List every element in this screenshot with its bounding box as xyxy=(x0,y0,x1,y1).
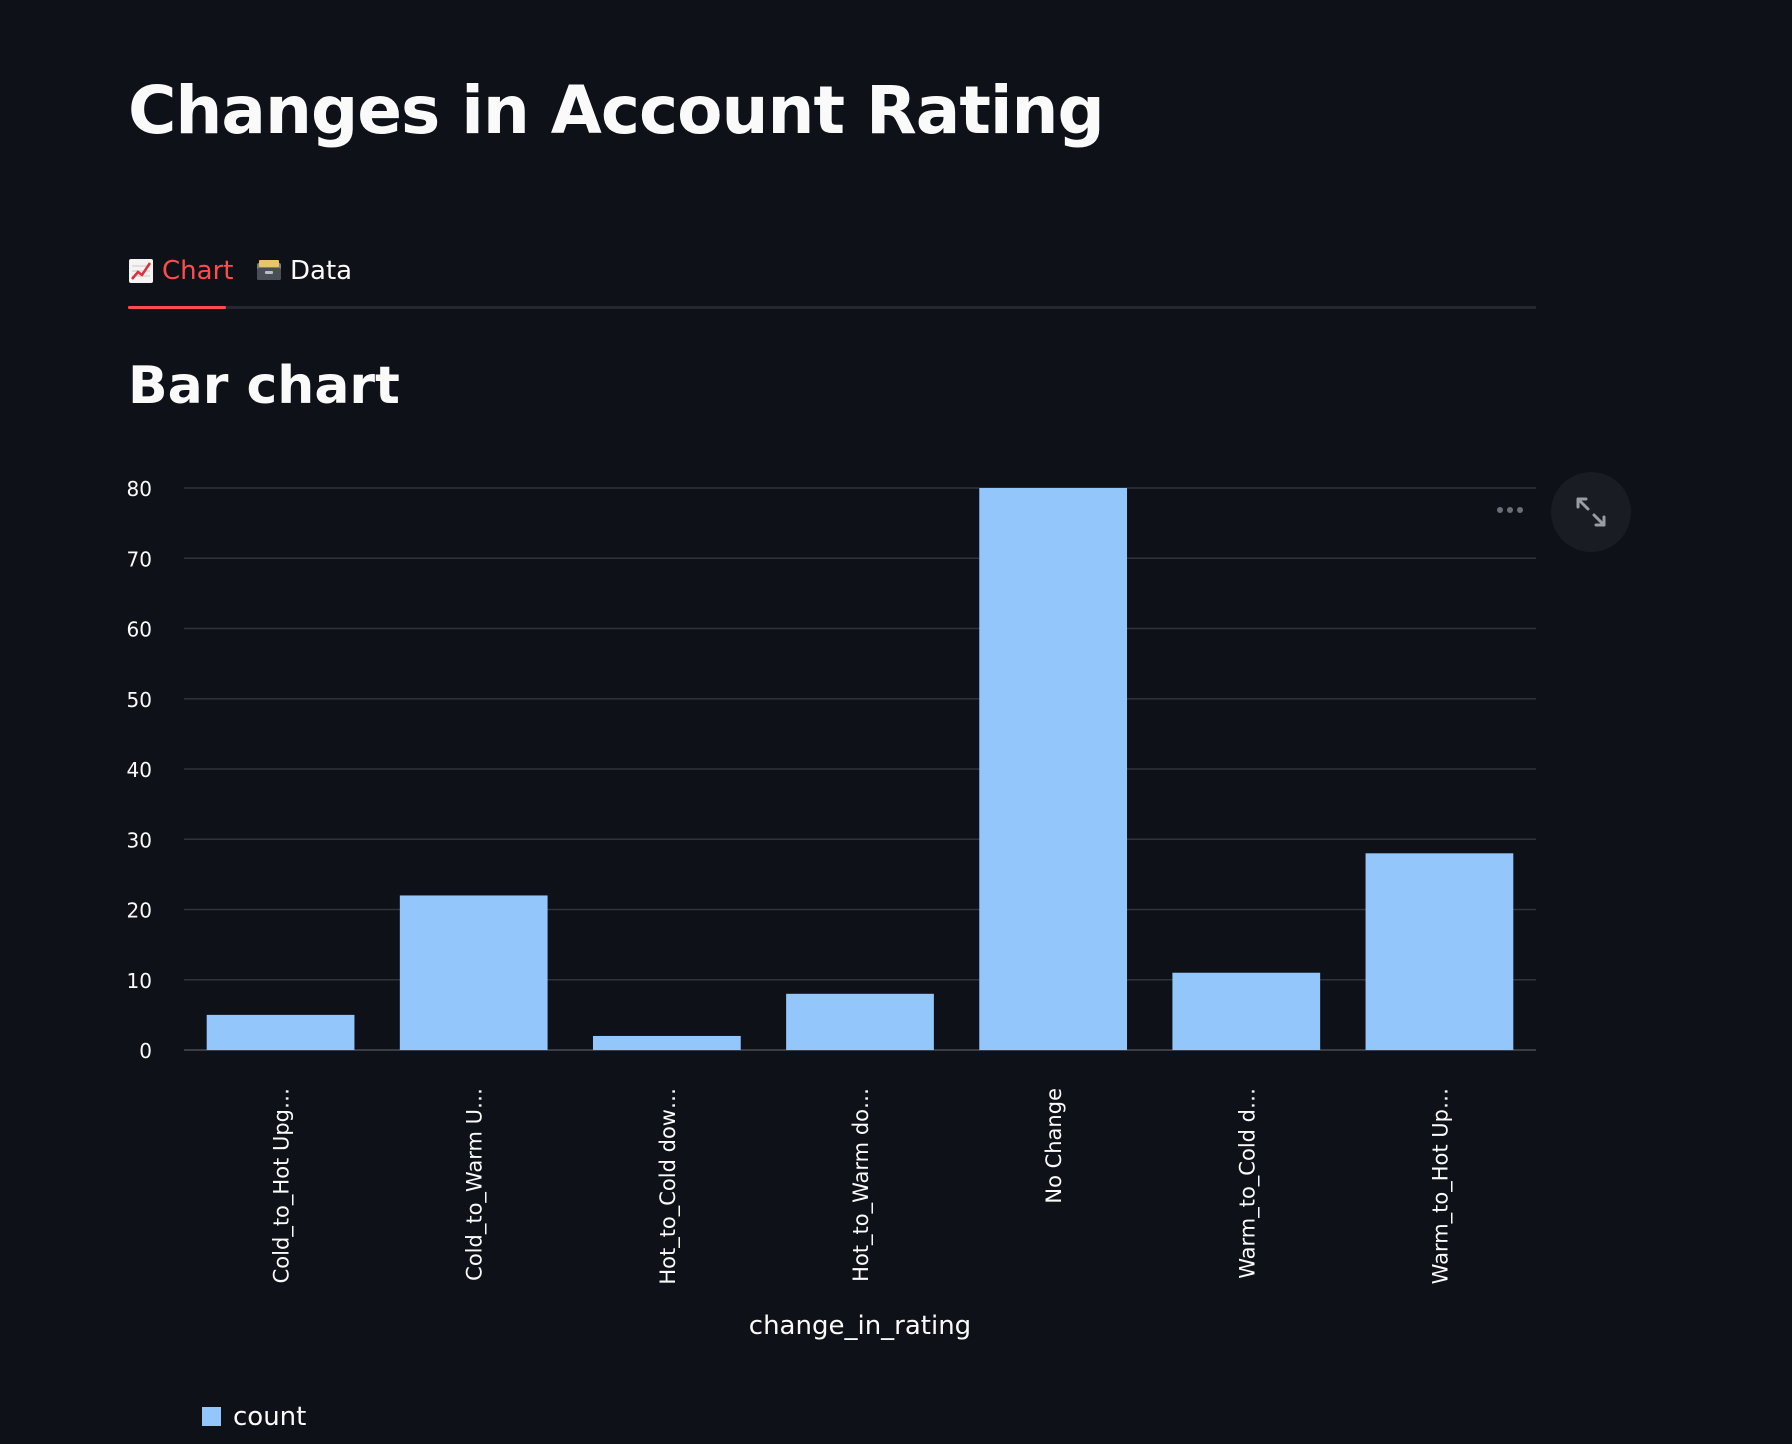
more-dot xyxy=(1517,507,1523,513)
fullscreen-button[interactable] xyxy=(1551,472,1631,552)
tab-chart-label: Chart xyxy=(162,256,234,286)
more-dot xyxy=(1507,507,1513,513)
y-tick-label: 0 xyxy=(139,1039,152,1063)
bar xyxy=(206,1014,355,1050)
chart-increasing-icon xyxy=(128,258,154,284)
tab-data[interactable]: Data xyxy=(256,236,352,306)
x-tick-label: Cold_to_Hot Upg… xyxy=(270,1088,295,1283)
more-horizontal-icon xyxy=(1497,507,1503,513)
x-axis-title: change_in_rating xyxy=(749,1311,971,1341)
x-tick-label: Warm_to_Cold d… xyxy=(1235,1088,1260,1279)
section-title: Bar chart xyxy=(128,356,400,416)
x-tick-label: Warm_to_Hot Up… xyxy=(1428,1088,1453,1284)
y-tick-label: 30 xyxy=(127,828,152,852)
bar xyxy=(979,488,1128,1050)
card-file-box-icon xyxy=(256,258,282,284)
y-tick-label: 70 xyxy=(127,547,152,571)
y-tick-label: 80 xyxy=(127,477,152,501)
bar xyxy=(399,895,548,1050)
bar xyxy=(1172,972,1321,1050)
x-tick-label: Hot_to_Cold dow… xyxy=(656,1088,681,1285)
x-tick-label: Cold_to_Warm U… xyxy=(463,1088,488,1281)
fullscreen-expand-icon xyxy=(1576,497,1606,527)
tab-chart[interactable]: Chart xyxy=(128,236,233,306)
y-tick-label: 60 xyxy=(127,618,152,642)
bar xyxy=(592,1035,741,1050)
y-tick-label: 50 xyxy=(127,688,152,712)
legend-swatch xyxy=(202,1407,221,1426)
chart-more-options-button[interactable] xyxy=(1490,494,1530,526)
bar-chart: 0 10 20 30 40 50 60 70 80 Cold_to_Hot Upg… Cold_to… xyxy=(127,477,1536,1432)
legend-label: count xyxy=(233,1402,306,1432)
bar xyxy=(1365,853,1514,1050)
bar xyxy=(786,993,934,1050)
y-tick-label: 40 xyxy=(127,758,152,782)
y-tick-label: 20 xyxy=(127,899,152,923)
tab-bar: Chart Data xyxy=(128,236,1536,309)
x-tick-label: No Change xyxy=(1042,1088,1066,1204)
y-tick-label: 10 xyxy=(127,969,152,993)
tab-data-label: Data xyxy=(290,256,353,286)
active-tab-indicator xyxy=(128,306,226,309)
x-tick-label: Hot_to_Warm do… xyxy=(849,1088,874,1282)
page-title: Changes in Account Rating xyxy=(128,72,1105,149)
